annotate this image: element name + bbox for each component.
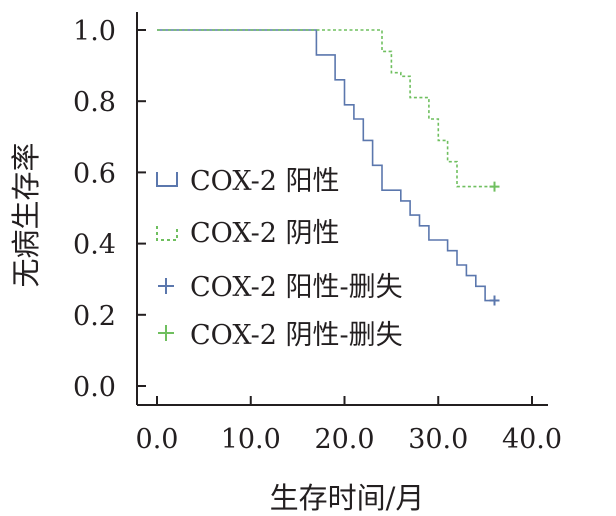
legend-symbol-negative	[156, 226, 178, 241]
series-layer	[157, 29, 495, 302]
axes	[136, 12, 548, 406]
y-tick-label: 0.8	[73, 87, 116, 118]
legend-item-positive: COX-2 阳性	[156, 166, 339, 197]
y-tick-label: 1.0	[73, 16, 116, 47]
legend-label-negative-censored: COX-2 阴性-删失	[190, 320, 403, 351]
legend-label-positive: COX-2 阳性	[190, 166, 339, 197]
legend-label-negative: COX-2 阴性	[190, 218, 339, 249]
x-axis-title: 生存时间/月	[270, 481, 425, 515]
censor-mark	[489, 295, 500, 306]
x-tick-label: 0.0	[136, 424, 179, 455]
series-line-negative	[157, 29, 495, 188]
legend-item-negative-censored: COX-2 阴性-删失	[158, 320, 403, 351]
y-ticks: 0.0 0.2 0.4 0.6 0.8 1.0	[73, 16, 146, 403]
legend-plus-positive	[158, 278, 174, 294]
x-tick-label: 10.0	[221, 424, 281, 455]
y-tick-label: 0.4	[73, 230, 116, 261]
censor-layer	[489, 181, 500, 306]
legend-symbol-positive	[156, 172, 178, 187]
legend-item-negative: COX-2 阴性	[156, 218, 339, 249]
legend-item-positive-censored: COX-2 阳性-删失	[158, 272, 403, 303]
y-tick-label: 0.2	[73, 301, 116, 332]
legend-label-positive-censored: COX-2 阳性-删失	[190, 272, 403, 303]
y-tick-label: 0.6	[73, 158, 116, 189]
x-tick-label: 30.0	[408, 424, 468, 455]
x-tick-label: 40.0	[502, 424, 562, 455]
y-tick-label: 0.0	[73, 372, 116, 403]
legend: COX-2 阳性 COX-2 阴性 COX-2 阳性-删失 COX-2 阴性-删…	[156, 166, 403, 351]
y-axis-title: 无病生存率	[9, 142, 43, 287]
legend-plus-negative	[158, 325, 174, 341]
censor-mark	[489, 181, 500, 192]
x-tick-label: 20.0	[314, 424, 374, 455]
series-line-positive	[157, 29, 495, 302]
x-ticks: 0.0 10.0 20.0 30.0 40.0	[136, 396, 562, 455]
